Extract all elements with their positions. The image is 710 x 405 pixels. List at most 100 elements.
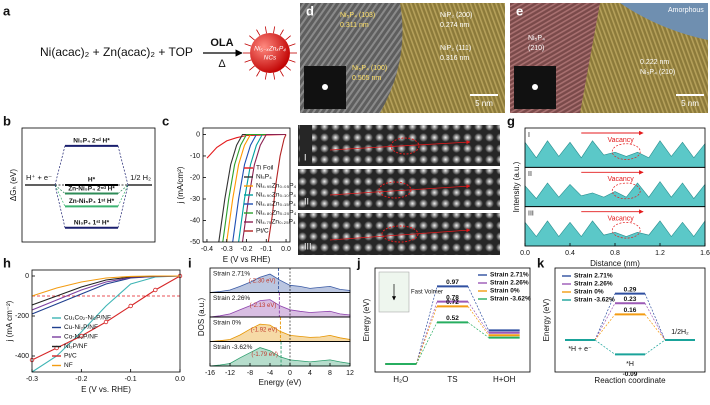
intensity-profile (524, 140, 706, 168)
intensity-profile (524, 181, 706, 207)
x-tick-label: 1.6 (700, 250, 710, 257)
ligand (288, 43, 296, 47)
band-center-label: (-1.92 eV) (251, 328, 278, 334)
connector (54, 184, 129, 207)
product-name: NCs (264, 55, 277, 62)
dos-curve (209, 273, 351, 293)
strip-label: III (304, 241, 312, 251)
x-tick-label: -12 (225, 370, 235, 377)
annotation: Vacancy (607, 137, 634, 144)
connector (415, 286, 438, 365)
legend-label: Strain -3.62% (490, 296, 531, 303)
y-tick-label: -10 (190, 153, 200, 160)
x-tick-label: 8 (328, 370, 332, 377)
ligand (285, 65, 291, 71)
label-backdrop (300, 125, 312, 166)
annotation: 0.222 nm (640, 59, 669, 66)
inset-box (378, 271, 410, 313)
x-tick-label: 0.0 (520, 250, 530, 257)
x-axis-label: Energy (eV) (259, 378, 302, 387)
connector (416, 306, 438, 365)
annotation: Ni₅P₄ (103) (340, 12, 375, 19)
connector (54, 184, 129, 194)
value-label: 0.29 (624, 286, 637, 293)
vacancy-marker (390, 137, 420, 155)
plot-frame (374, 267, 531, 373)
band-center-label: (-1.79 eV) (251, 352, 278, 358)
connector (467, 286, 489, 331)
stem-strip (298, 213, 500, 255)
ligand (244, 59, 252, 63)
x-tick-label: -0.2 (75, 376, 87, 383)
y-axis-label: ΔGₕ (eV) (9, 169, 18, 201)
y-axis-label: j (mA cm⁻²) (5, 300, 14, 342)
strip-frame (209, 341, 351, 367)
ligand (256, 29, 261, 36)
y-axis-label: Intensity (a.u.) (512, 161, 521, 212)
legend-label: Cu-Ni₂P/NF (64, 324, 98, 331)
arrow-above: OLA (210, 37, 233, 49)
y-tick-label: -30 (190, 196, 200, 203)
ligand (285, 35, 291, 41)
x-axis-label: E (V vs. RHE) (81, 385, 131, 394)
connector (467, 301, 489, 333)
ligand (249, 35, 255, 41)
level-label: Zn-Ni₅P₄ 2ⁿᵈ H* (68, 185, 115, 192)
panel-label: k (537, 255, 545, 270)
x-tick-label: 0.0 (281, 246, 291, 253)
x-tick-label: -16 (205, 370, 215, 377)
vacancy-marker (611, 222, 641, 239)
panel-label: c (162, 113, 169, 128)
legend-label: Strain -3.62% (574, 297, 615, 304)
legend-label: Strain 2.26% (490, 280, 529, 287)
connector (644, 303, 666, 341)
x-tick-label: 0 (288, 370, 292, 377)
x-tick-label: H+OH (493, 375, 516, 384)
annotation: 0.316 nm (440, 55, 469, 62)
x-tick-label: 0.8 (610, 250, 620, 257)
y-tick-label: 0 (196, 131, 200, 138)
x-tick-label: -0.1 (125, 376, 137, 383)
series-line (267, 134, 287, 243)
dos-curve (209, 299, 351, 318)
panel-label: g (507, 113, 515, 128)
y-axis-label: Energy (eV) (542, 298, 551, 341)
legend-label: Ni₄.₇₅Zn₀.₂₅P₄ (256, 219, 296, 226)
x-tick-label: TS (447, 375, 457, 384)
ligand (273, 26, 276, 34)
series-label: Strain 2.26% (213, 295, 250, 302)
amorphous-region (620, 3, 708, 40)
level-label: Ni₅P₄ 2ⁿᵈ H* (73, 138, 110, 145)
annotation: Ni₅P₄ (210) (640, 69, 675, 76)
panel-label: d (306, 3, 314, 18)
legend-label: Ni₄.₈₅Zn₀.₁₅P₄ (256, 201, 296, 208)
strip-label: I (528, 132, 530, 139)
legend-label: Pt/C (64, 353, 77, 360)
legend-label: Strain 0% (574, 289, 604, 296)
y-tick-label: 0 (25, 273, 29, 280)
value-label: -0.09 (623, 371, 638, 378)
legend-label: Strain 2.71% (490, 272, 529, 279)
line-profile (329, 140, 471, 151)
x-tick-label: 4 (308, 370, 312, 377)
value-label: 0.97 (446, 279, 459, 286)
line-profile (329, 184, 471, 196)
legend-label: Ni₅P₄ (256, 174, 272, 181)
connector (416, 301, 438, 365)
data-point (153, 287, 158, 293)
x-tick-label: -0.1 (260, 246, 272, 253)
y-axis-label: DOS (a.u.) (197, 298, 206, 337)
legend-label: Co-Ni₂P/NF (64, 334, 98, 341)
strip-label: I (304, 152, 307, 162)
strip-label: III (528, 211, 534, 218)
connector (644, 314, 666, 341)
nanocrystal-ligands (243, 26, 297, 80)
strip-label: II (528, 171, 532, 178)
x-tick-label: 1.2 (655, 250, 665, 257)
annotation: Amorphous (668, 7, 704, 14)
series-label: Strain 0% (213, 320, 241, 327)
connector (594, 314, 616, 341)
legend-label: Ni₄.₉₅Zn₀.₀₅P₄ (256, 183, 297, 190)
value-label: 0.52 (446, 315, 459, 322)
